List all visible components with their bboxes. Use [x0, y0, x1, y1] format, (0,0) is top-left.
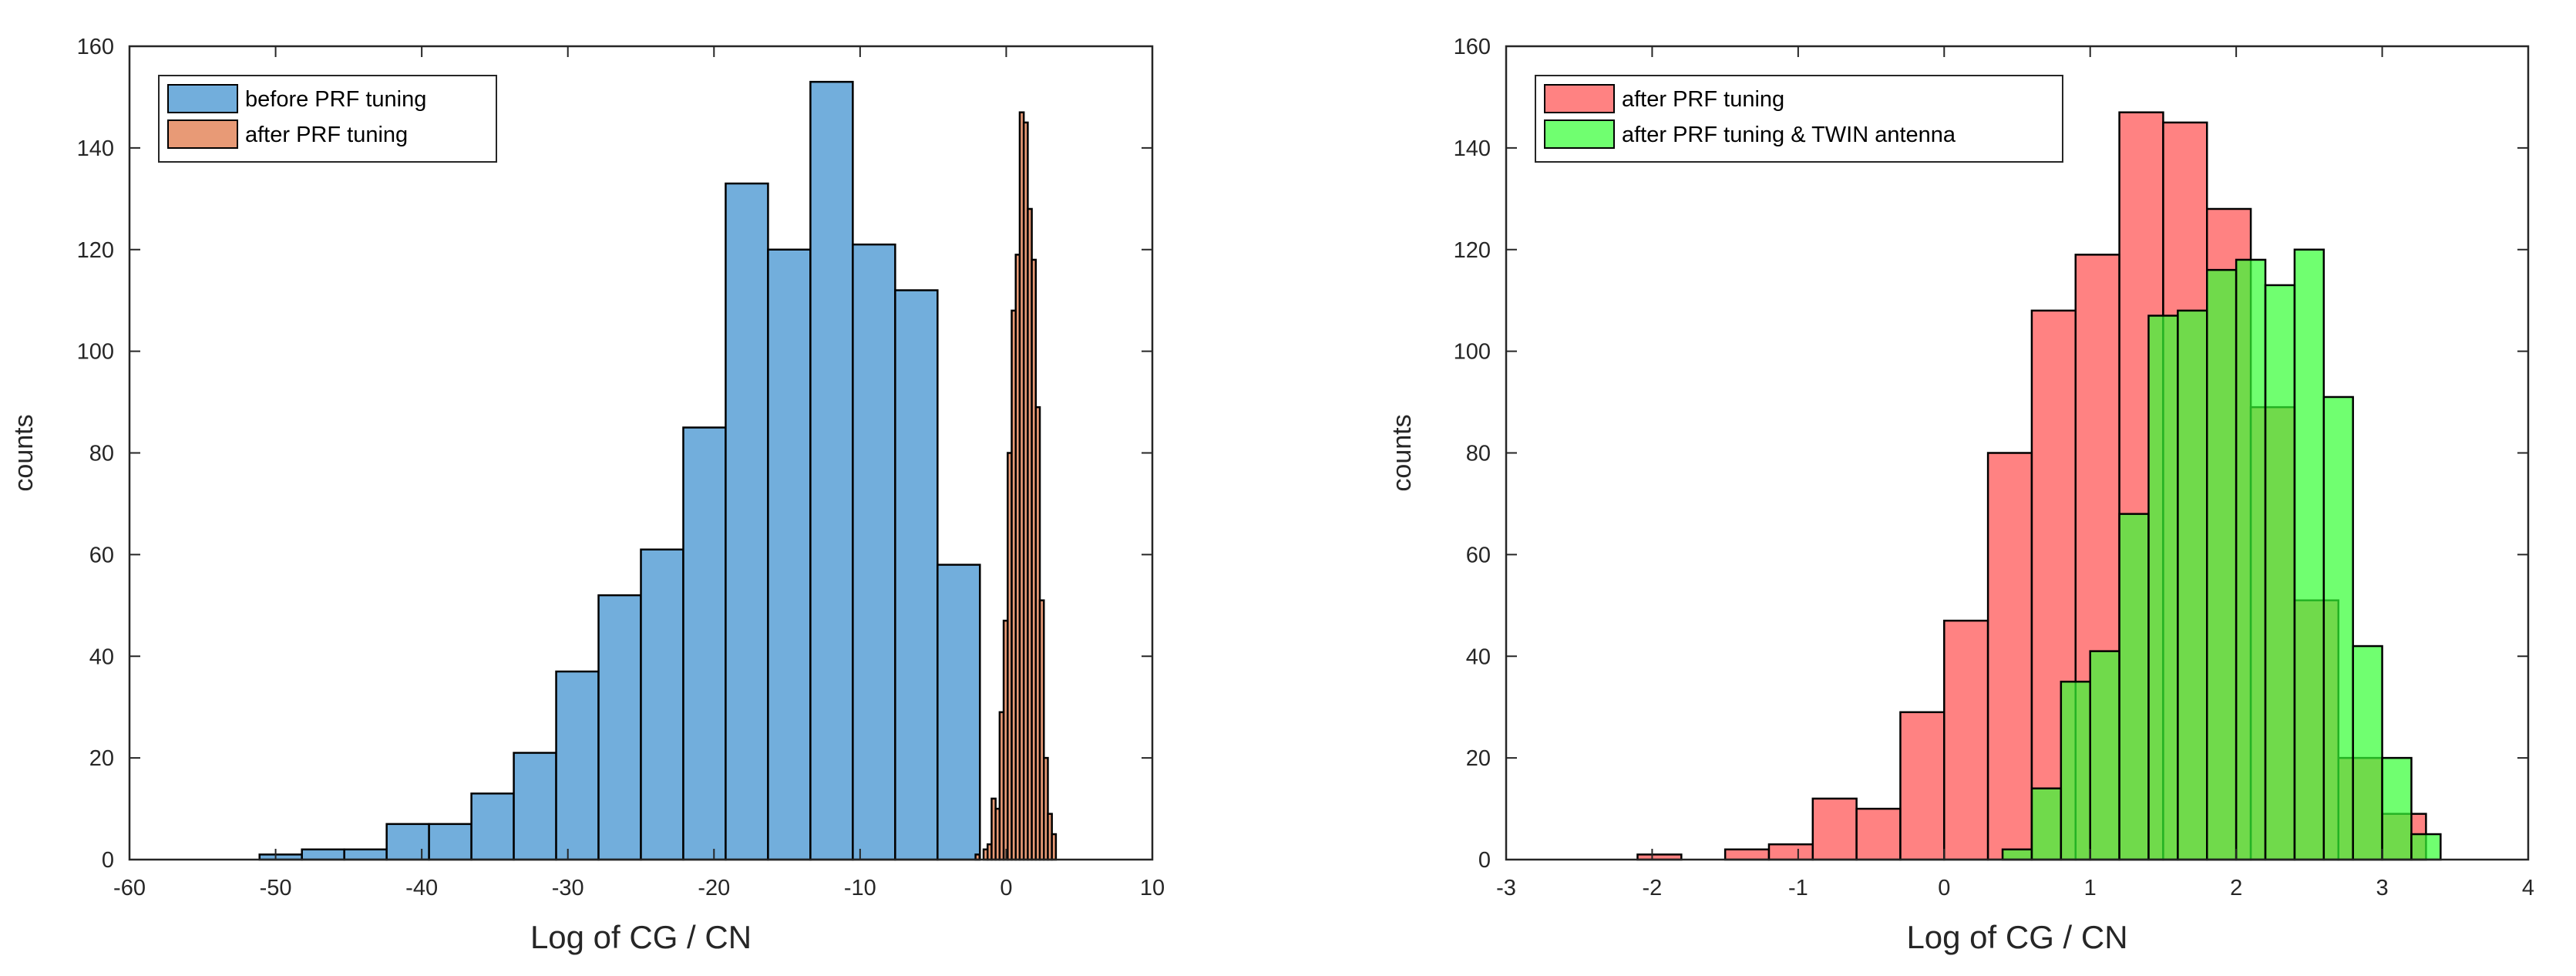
y-axis-label: counts	[9, 414, 39, 491]
y-axis-label: counts	[1387, 414, 1417, 491]
x-tick-label: 1	[2084, 876, 2097, 900]
x-tick-label: -1	[1788, 876, 1808, 900]
legend-swatch	[167, 84, 238, 113]
histogram-bar	[597, 594, 642, 861]
histogram-bar	[1899, 711, 1945, 861]
histogram-bar	[2264, 284, 2296, 861]
histogram-bar	[852, 243, 896, 861]
histogram-bar	[470, 793, 515, 861]
histogram-bar	[1986, 452, 2033, 861]
histogram-bar	[767, 248, 812, 861]
histogram-bar	[809, 80, 854, 861]
histogram-bar	[2060, 680, 2091, 861]
histogram-bar	[2089, 650, 2120, 861]
x-tick-label: -2	[1643, 876, 1663, 900]
histogram-bar	[2235, 258, 2267, 861]
histogram-bar	[2030, 787, 2063, 861]
y-tick-label: 80	[1466, 442, 1491, 466]
histogram-bar	[343, 848, 388, 861]
y-tick-label: 40	[1466, 644, 1491, 669]
legend-entry-label: after PRF tuning & TWIN antenna	[1622, 123, 1956, 147]
histogram-bar	[2001, 848, 2033, 861]
histogram-bar	[1943, 619, 1989, 861]
y-tick-label: 160	[77, 35, 114, 59]
histogram-bar	[2322, 395, 2354, 861]
histogram-bar	[385, 823, 430, 861]
x-tick-label: 0	[1000, 876, 1012, 900]
y-tick-label: 120	[77, 238, 114, 263]
y-tick-label: 120	[1454, 238, 1491, 263]
legend-swatch	[167, 119, 238, 149]
histogram-bar	[2410, 833, 2442, 861]
legend-entry-label: after PRF tuning	[245, 123, 408, 147]
legend: before PRF tuning after PRF tuning	[158, 75, 497, 163]
y-tick-label: 0	[1478, 848, 1491, 873]
histogram-bar	[1811, 797, 1858, 861]
legend: after PRF tuning after PRF tuning & TWIN …	[1535, 75, 2063, 163]
x-tick-label: 4	[2522, 876, 2534, 900]
x-tick-label: -60	[113, 876, 146, 900]
x-tick-label: 3	[2376, 876, 2389, 900]
y-tick-label: 20	[1466, 746, 1491, 771]
histogram-bar	[2381, 756, 2413, 861]
y-tick-label: 40	[89, 644, 114, 669]
left-histogram-panel: -60 -50 -40 -30 -20 -10 0 100204060801001201401…	[9, 35, 1165, 955]
legend-swatch	[1544, 119, 1615, 149]
histogram-bar	[2147, 315, 2179, 861]
y-tick-label: 60	[1466, 543, 1491, 567]
x-tick-label: -20	[698, 876, 730, 900]
y-tick-label: 140	[1454, 136, 1491, 161]
y-tick-label: 60	[89, 543, 114, 567]
legend-entry-label: after PRF tuning	[1622, 87, 1784, 112]
histogram-bar	[1723, 848, 1771, 861]
histogram-bar	[682, 426, 727, 861]
x-tick-label: -30	[552, 876, 584, 900]
histogram-bar	[513, 752, 557, 861]
histogram-bar	[2118, 513, 2150, 861]
legend-swatch	[1544, 84, 1615, 113]
series-0-bars	[258, 80, 981, 861]
x-tick-label: -40	[405, 876, 438, 900]
x-axis-label: Log of CG / CN	[530, 919, 752, 955]
histogram-bar	[428, 823, 472, 861]
histogram-bar	[1855, 807, 1902, 861]
legend-box	[1535, 75, 2063, 163]
histogram-bar	[2206, 268, 2238, 861]
histogram-bar	[2352, 644, 2383, 861]
y-tick-label: 20	[89, 746, 114, 771]
histogram-bar	[555, 670, 600, 861]
y-tick-label: 100	[1454, 340, 1491, 365]
y-tick-label: 0	[102, 848, 114, 873]
series-1-bars	[2001, 248, 2442, 861]
histogram-bar	[640, 548, 684, 861]
x-tick-label: -3	[1496, 876, 1516, 900]
histogram-bar	[894, 289, 939, 861]
legend-entry-label: before PRF tuning	[245, 87, 426, 112]
x-tick-label: 2	[2230, 876, 2242, 900]
histogram-bar	[2293, 248, 2325, 861]
x-tick-label: -10	[844, 876, 876, 900]
y-tick-label: 140	[77, 136, 114, 161]
y-tick-label: 80	[89, 442, 114, 466]
histogram-bar	[725, 182, 769, 861]
y-tick-label: 160	[1454, 35, 1491, 59]
x-tick-label: 10	[1140, 876, 1165, 900]
histogram-bar	[1051, 833, 1058, 861]
y-tick-label: 100	[77, 340, 114, 365]
x-tick-label: 0	[1938, 876, 1950, 900]
histogram-bar	[2177, 309, 2208, 861]
x-tick-label: -50	[260, 876, 292, 900]
histogram-bar	[301, 848, 345, 861]
histogram-bar	[1767, 843, 1814, 861]
x-axis-label: Log of CG / CN	[1906, 919, 2127, 955]
histogram-bar	[937, 564, 981, 861]
